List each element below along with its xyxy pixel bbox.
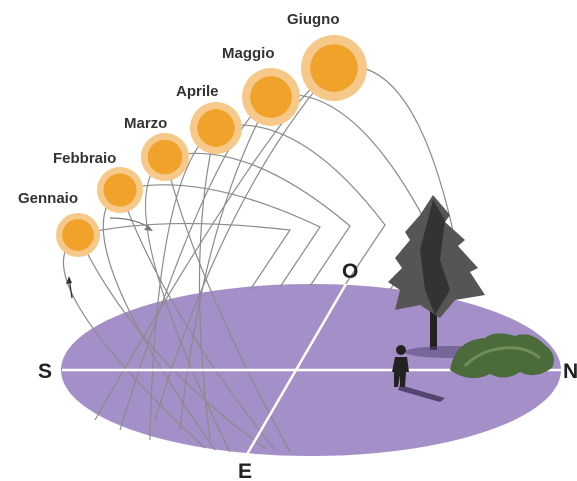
month-label: Gennaio: [18, 190, 78, 207]
north-label: N: [563, 360, 577, 383]
month-label: Maggio: [222, 45, 275, 62]
sun: [197, 109, 234, 146]
sun: [250, 76, 292, 118]
sun: [148, 140, 183, 175]
south-label: S: [38, 360, 52, 383]
sun-path-diagram: S N O E Gennaio Febbraio Marzo Aprile Maggio…: [0, 0, 577, 481]
month-label: Febbraio: [53, 150, 116, 167]
sun: [62, 219, 94, 251]
east-label: E: [238, 460, 252, 481]
sun: [103, 173, 136, 206]
month-label: Aprile: [176, 83, 219, 100]
sun: [310, 44, 358, 92]
west-label: O: [342, 260, 358, 283]
month-label: Giugno: [287, 11, 340, 28]
month-label: Marzo: [124, 115, 167, 132]
